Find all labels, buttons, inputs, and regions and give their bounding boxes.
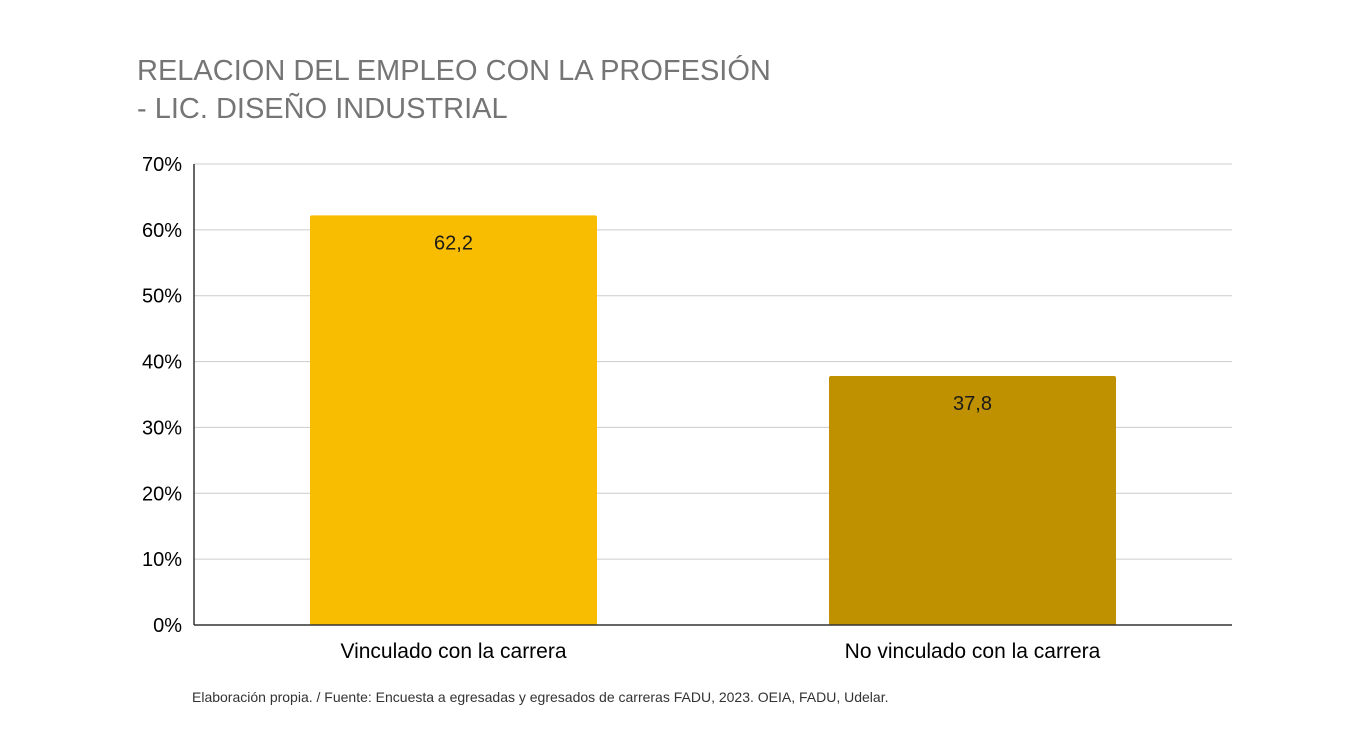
bars xyxy=(309,215,1117,625)
y-tick-label: 60% xyxy=(142,220,182,242)
y-tick-label: 70% xyxy=(142,154,182,176)
bar-0 xyxy=(309,215,598,625)
y-tick-label: 0% xyxy=(153,615,182,637)
source-note: Elaboración propia. / Fuente: Encuesta a… xyxy=(192,689,889,705)
data-label-0: 62,2 xyxy=(434,232,473,254)
bar-chart: 0% 10% 20% 30% 40% 50% 60% 70% Vinculado con la… xyxy=(142,154,1232,663)
axes xyxy=(193,164,1232,626)
data-labels: 62,2 37,8 xyxy=(434,232,992,415)
y-tick-label: 40% xyxy=(142,352,182,374)
y-tick-labels: 0% 10% 20% 30% 40% 50% 60% 70% xyxy=(142,154,182,637)
y-tick-label: 20% xyxy=(142,483,182,505)
data-label-1: 37,8 xyxy=(953,393,992,415)
bar-1 xyxy=(828,376,1117,625)
category-labels: Vinculado con la carrera No vinculado con… xyxy=(340,640,1100,663)
chart-title: RELACION DEL EMPLEO CON LA PROFESIÓN - L… xyxy=(137,55,771,125)
category-label-1: No vinculado con la carrera xyxy=(845,640,1101,663)
y-tick-label: 10% xyxy=(142,549,182,571)
y-tick-label: 50% xyxy=(142,286,182,308)
y-tick-label: 30% xyxy=(142,417,182,439)
category-label-0: Vinculado con la carrera xyxy=(340,640,566,663)
